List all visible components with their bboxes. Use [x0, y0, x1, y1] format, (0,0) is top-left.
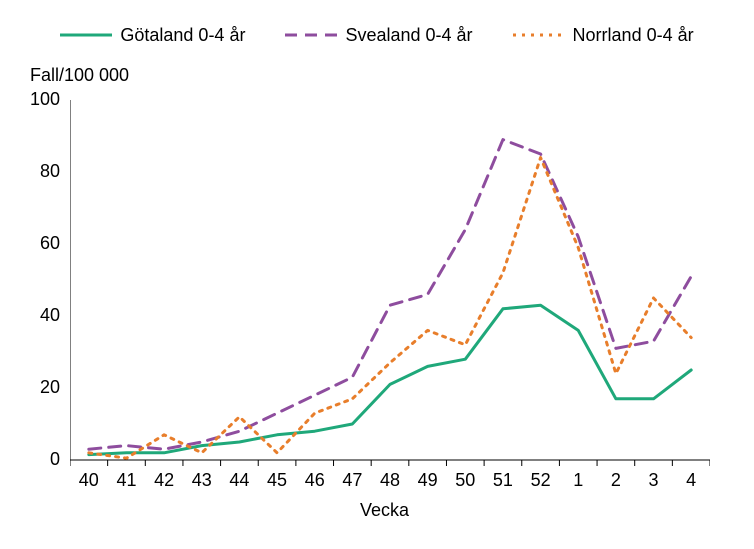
y-tick-label: 80: [20, 161, 60, 182]
chart-container: Götaland 0-4 år Svealand 0-4 år Norrland…: [0, 0, 754, 549]
plot-area: [70, 100, 710, 480]
legend-swatch-svealand: [285, 26, 337, 44]
y-axis-title: Fall/100 000: [30, 65, 129, 86]
legend-swatch-norrland: [513, 26, 565, 44]
series-line: [89, 140, 691, 450]
legend-swatch-gotaland: [60, 26, 112, 44]
legend-label-norrland: Norrland 0-4 år: [573, 25, 694, 46]
y-tick-label: 100: [20, 89, 60, 110]
legend-label-gotaland: Götaland 0-4 år: [120, 25, 245, 46]
y-tick-label: 60: [20, 233, 60, 254]
legend-label-svealand: Svealand 0-4 år: [345, 25, 472, 46]
y-tick-label: 0: [20, 449, 60, 470]
y-tick-label: 40: [20, 305, 60, 326]
y-tick-label: 20: [20, 377, 60, 398]
series-line: [89, 158, 691, 459]
legend-item-gotaland: Götaland 0-4 år: [60, 25, 245, 46]
legend: Götaland 0-4 år Svealand 0-4 år Norrland…: [0, 20, 754, 50]
legend-item-norrland: Norrland 0-4 år: [513, 25, 694, 46]
x-axis-title: Vecka: [360, 500, 409, 521]
legend-item-svealand: Svealand 0-4 år: [285, 25, 472, 46]
